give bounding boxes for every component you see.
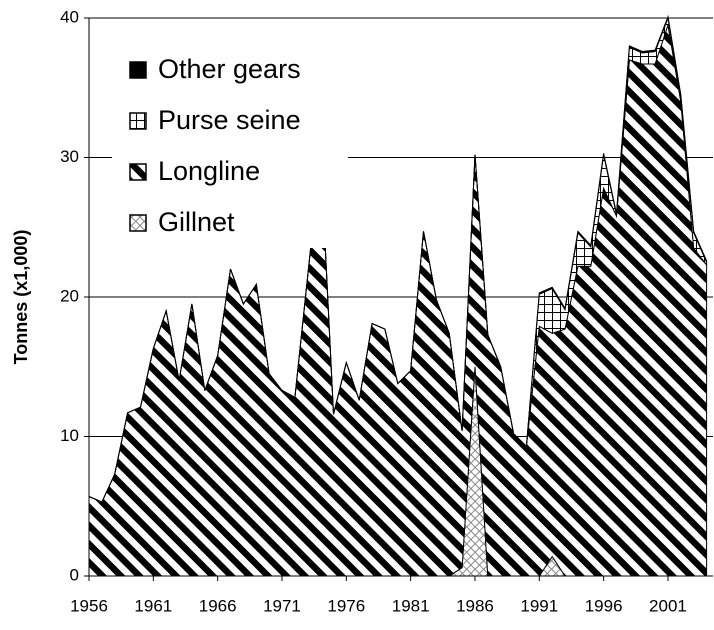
- x-tick-label: 1996: [585, 596, 623, 615]
- legend-swatch: [129, 112, 147, 130]
- legend-box: [112, 48, 348, 248]
- legend-label: Other gears: [158, 54, 301, 84]
- x-tick-label: 1981: [392, 596, 430, 615]
- y-axis-label: Tonnes (x1,000): [11, 230, 31, 365]
- x-tick-label: 1966: [199, 596, 237, 615]
- x-tick-label: 2001: [649, 596, 687, 615]
- x-tick-label: 1971: [263, 596, 301, 615]
- legend-swatch: [129, 214, 147, 232]
- legend-label: Longline: [158, 156, 260, 186]
- x-tick-label: 1961: [134, 596, 172, 615]
- legend-label: Gillnet: [158, 207, 235, 237]
- legend-swatch: [129, 61, 147, 79]
- x-tick-label: 1956: [70, 596, 108, 615]
- legend-swatch: [129, 163, 147, 181]
- x-tick-label: 1976: [327, 596, 365, 615]
- y-tick-label: 40: [60, 7, 79, 26]
- y-tick-label: 10: [60, 426, 79, 445]
- x-tick-label: 1986: [456, 596, 494, 615]
- y-tick-label: 30: [60, 147, 79, 166]
- area: [88, 14, 708, 503]
- legend-label: Purse seine: [158, 105, 301, 135]
- y-tick-label: 20: [60, 286, 79, 305]
- y-tick-label: 0: [70, 565, 79, 584]
- x-tick-label: 1991: [520, 596, 558, 615]
